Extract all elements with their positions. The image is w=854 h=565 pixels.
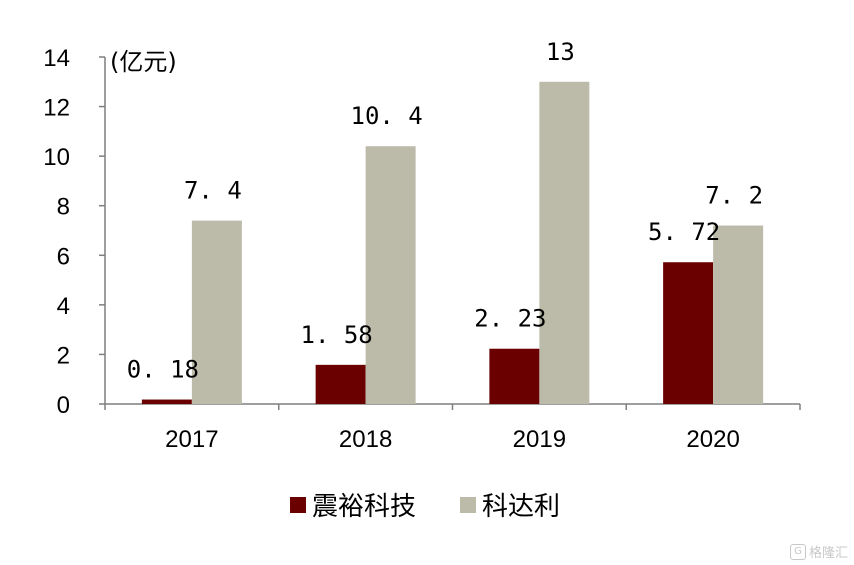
legend-label-zhenyu: 震裕科技 xyxy=(312,492,416,522)
x-tick-label: 2020 xyxy=(686,426,739,453)
legend-swatch-kedali xyxy=(460,497,476,513)
data-labels: 0. 18 1. 58 2. 23 5. 72 7. 4 10. 4 13 7. 2 xyxy=(127,38,763,384)
data-label-kedali: 7. 2 xyxy=(705,182,763,210)
data-label-kedali: 10. 4 xyxy=(351,102,423,130)
y-tick-label: 4 xyxy=(57,293,70,320)
x-tick-label: 2018 xyxy=(339,426,392,453)
data-label-zhenyu: 2. 23 xyxy=(474,305,546,333)
axes: 0 2 4 6 8 10 12 14 2017 2018 2019 2020 xyxy=(43,45,801,453)
watermark-text: 格隆汇 xyxy=(808,546,848,561)
x-tick-label: 2019 xyxy=(513,426,566,453)
legend-label-kedali: 科达利 xyxy=(482,492,560,522)
bar-zhenyu xyxy=(663,262,714,404)
bar-zhenyu xyxy=(489,348,540,404)
y-tick-label: 14 xyxy=(43,45,70,72)
watermark: G 格隆汇 xyxy=(789,542,848,561)
y-tick-label: 12 xyxy=(43,95,70,122)
bar-kedali xyxy=(713,225,764,404)
y-tick-label: 0 xyxy=(57,392,70,419)
bar-kedali xyxy=(365,146,416,404)
legend-swatch-zhenyu xyxy=(290,497,306,513)
y-tick-label: 2 xyxy=(57,342,70,369)
data-label-zhenyu: 1. 58 xyxy=(301,321,373,349)
bar-kedali xyxy=(191,220,242,404)
bars xyxy=(141,81,764,405)
y-tick-label: 6 xyxy=(57,243,70,270)
y-tick-label: 10 xyxy=(43,144,70,171)
bar-zhenyu xyxy=(141,399,192,404)
y-tick-label: 8 xyxy=(57,194,70,221)
data-label-zhenyu: 5. 72 xyxy=(648,218,720,246)
data-label-kedali: 7. 4 xyxy=(184,177,242,205)
watermark-logo-icon: G xyxy=(789,543,806,560)
data-label-kedali: 13 xyxy=(546,38,575,66)
data-label-zhenyu: 0. 18 xyxy=(127,356,199,384)
x-tick-label: 2017 xyxy=(165,426,218,453)
y-axis-unit: (亿元) xyxy=(110,48,177,76)
bar-kedali xyxy=(539,81,590,405)
bar-zhenyu xyxy=(315,364,366,404)
legend: 震裕科技 科达利 xyxy=(290,492,560,522)
